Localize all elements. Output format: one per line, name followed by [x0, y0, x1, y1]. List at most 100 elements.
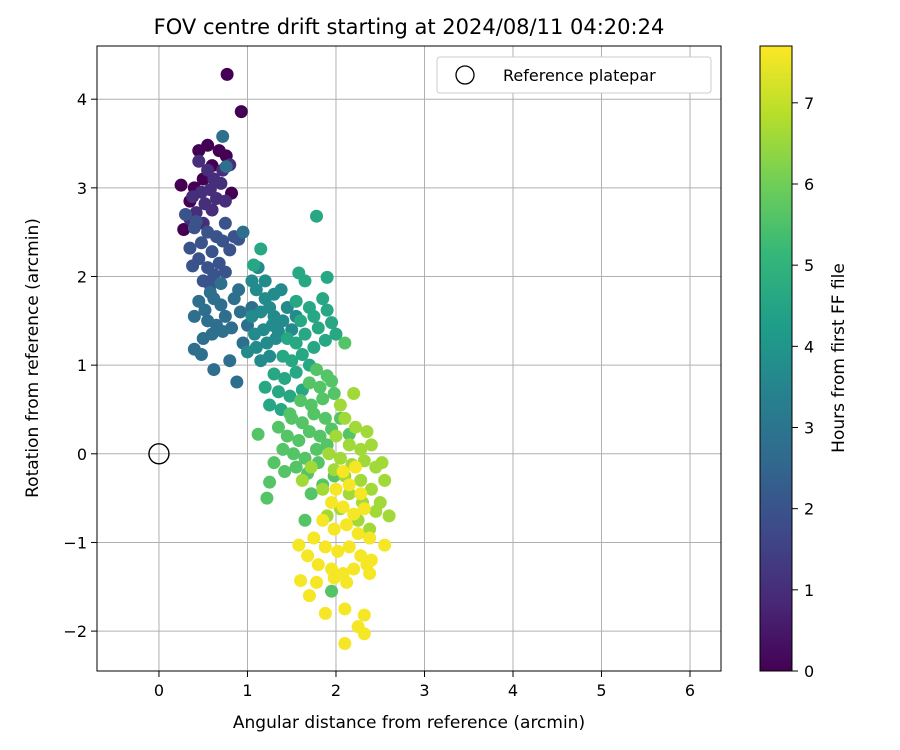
scatter-point: [245, 274, 259, 288]
scatter-point: [301, 549, 315, 563]
scatter-point: [278, 465, 292, 479]
scatter-point: [311, 321, 325, 335]
scatter-point: [325, 316, 339, 330]
scatter-point: [233, 305, 247, 319]
scatter-point: [327, 571, 341, 585]
scatter-point: [310, 442, 324, 456]
scatter-point: [333, 398, 347, 412]
scatter-point: [325, 584, 339, 598]
scatter-point: [251, 427, 265, 441]
y-tick-label: 4: [77, 90, 87, 109]
scatter-point: [216, 234, 230, 248]
plot-frame: [96, 45, 722, 672]
scatter-point: [327, 387, 341, 401]
scatter-point: [223, 243, 237, 257]
x-tick-label: 2: [331, 681, 341, 700]
scatter-point: [338, 602, 352, 616]
scatter-point: [318, 606, 332, 620]
y-tick-label: −1: [63, 533, 87, 552]
scatter-point: [294, 394, 308, 408]
scatter-point: [192, 144, 206, 158]
scatter-point: [357, 608, 371, 622]
scatter-point: [338, 411, 352, 425]
colorbar-label: Hours from first FF file: [829, 263, 849, 453]
scatter-point: [263, 349, 277, 363]
grid-lines: [97, 46, 721, 671]
scatter-point: [218, 309, 232, 323]
colorbar: 0 1 2 3 4 5 6 7 Hours from first FF file: [759, 45, 849, 681]
scatter-point: [360, 425, 374, 439]
scatter-point: [234, 105, 248, 119]
y-tick-label: 2: [77, 267, 87, 286]
scatter-point: [177, 223, 191, 237]
colorbar-tick-label: 1: [804, 581, 814, 600]
scatter-point: [340, 518, 354, 532]
scatter-point: [219, 160, 233, 174]
colorbar-tick-label: 7: [804, 94, 814, 113]
scatter-point: [302, 425, 316, 439]
scatter-point: [363, 531, 377, 545]
scatter-point: [269, 332, 283, 346]
scatter-point: [347, 387, 361, 401]
scatter-point: [212, 144, 226, 158]
scatter-point: [318, 540, 332, 554]
scatter-point: [263, 475, 277, 489]
scatter-point: [342, 540, 356, 554]
scatter-point: [295, 416, 309, 430]
scatter-point: [348, 460, 362, 474]
scatter-point: [207, 363, 221, 377]
scatter-point: [214, 277, 228, 291]
scatter-point: [260, 491, 274, 505]
colorbar-ticks: 0 1 2 3 4 5 6 7: [792, 94, 814, 681]
scatter-point: [295, 348, 309, 362]
x-tick-label: 4: [508, 681, 518, 700]
scatter-point: [307, 531, 321, 545]
scatter-point: [289, 365, 303, 379]
scatter-point: [267, 287, 281, 301]
scatter-point: [276, 442, 290, 456]
scatter-point: [198, 303, 212, 317]
scatter-point: [313, 380, 327, 394]
scatter-point: [363, 566, 377, 580]
legend: Reference platepar: [436, 56, 712, 94]
scatter-point: [186, 259, 200, 273]
scatter-point: [240, 345, 254, 359]
scatter-point: [216, 129, 230, 143]
scatter-point: [207, 268, 221, 282]
scatter-point: [214, 298, 228, 312]
scatter-point: [189, 215, 203, 229]
x-tick-label: 0: [154, 681, 164, 700]
scatter-point: [313, 429, 327, 443]
scatter-point: [194, 236, 208, 250]
scatter-point: [311, 558, 325, 572]
scatter-point: [304, 460, 318, 474]
scatter-point: [276, 314, 290, 328]
x-tick-label: 6: [685, 681, 695, 700]
chart-title: FOV centre drift starting at 2024/08/11 …: [154, 15, 665, 39]
scatter-point: [267, 367, 281, 381]
scatter-point: [318, 333, 332, 347]
colorbar-tick-label: 5: [804, 256, 814, 275]
scatter-point: [329, 327, 343, 341]
scatter-point: [280, 429, 294, 443]
colorbar-tick-label: 0: [804, 662, 814, 681]
scatter-point: [342, 438, 356, 452]
scatter-point: [347, 562, 361, 576]
scatter-point: [327, 522, 341, 536]
scatter-point: [294, 574, 308, 588]
scatter-point: [354, 442, 368, 456]
scatter-point: [307, 340, 321, 354]
scatter-point: [378, 473, 392, 487]
scatter-point: [205, 245, 219, 259]
scatter-point: [342, 478, 356, 492]
scatter-point: [322, 447, 336, 461]
scatter-point: [258, 380, 272, 394]
scatter-point: [310, 575, 324, 589]
x-tick-label: 5: [596, 681, 606, 700]
legend-label: Reference platepar: [503, 66, 656, 85]
scatter-point: [298, 274, 312, 288]
scatter-point: [289, 460, 303, 474]
scatter-point: [223, 354, 237, 368]
scatter-point: [232, 283, 246, 297]
scatter-point: [364, 482, 378, 496]
